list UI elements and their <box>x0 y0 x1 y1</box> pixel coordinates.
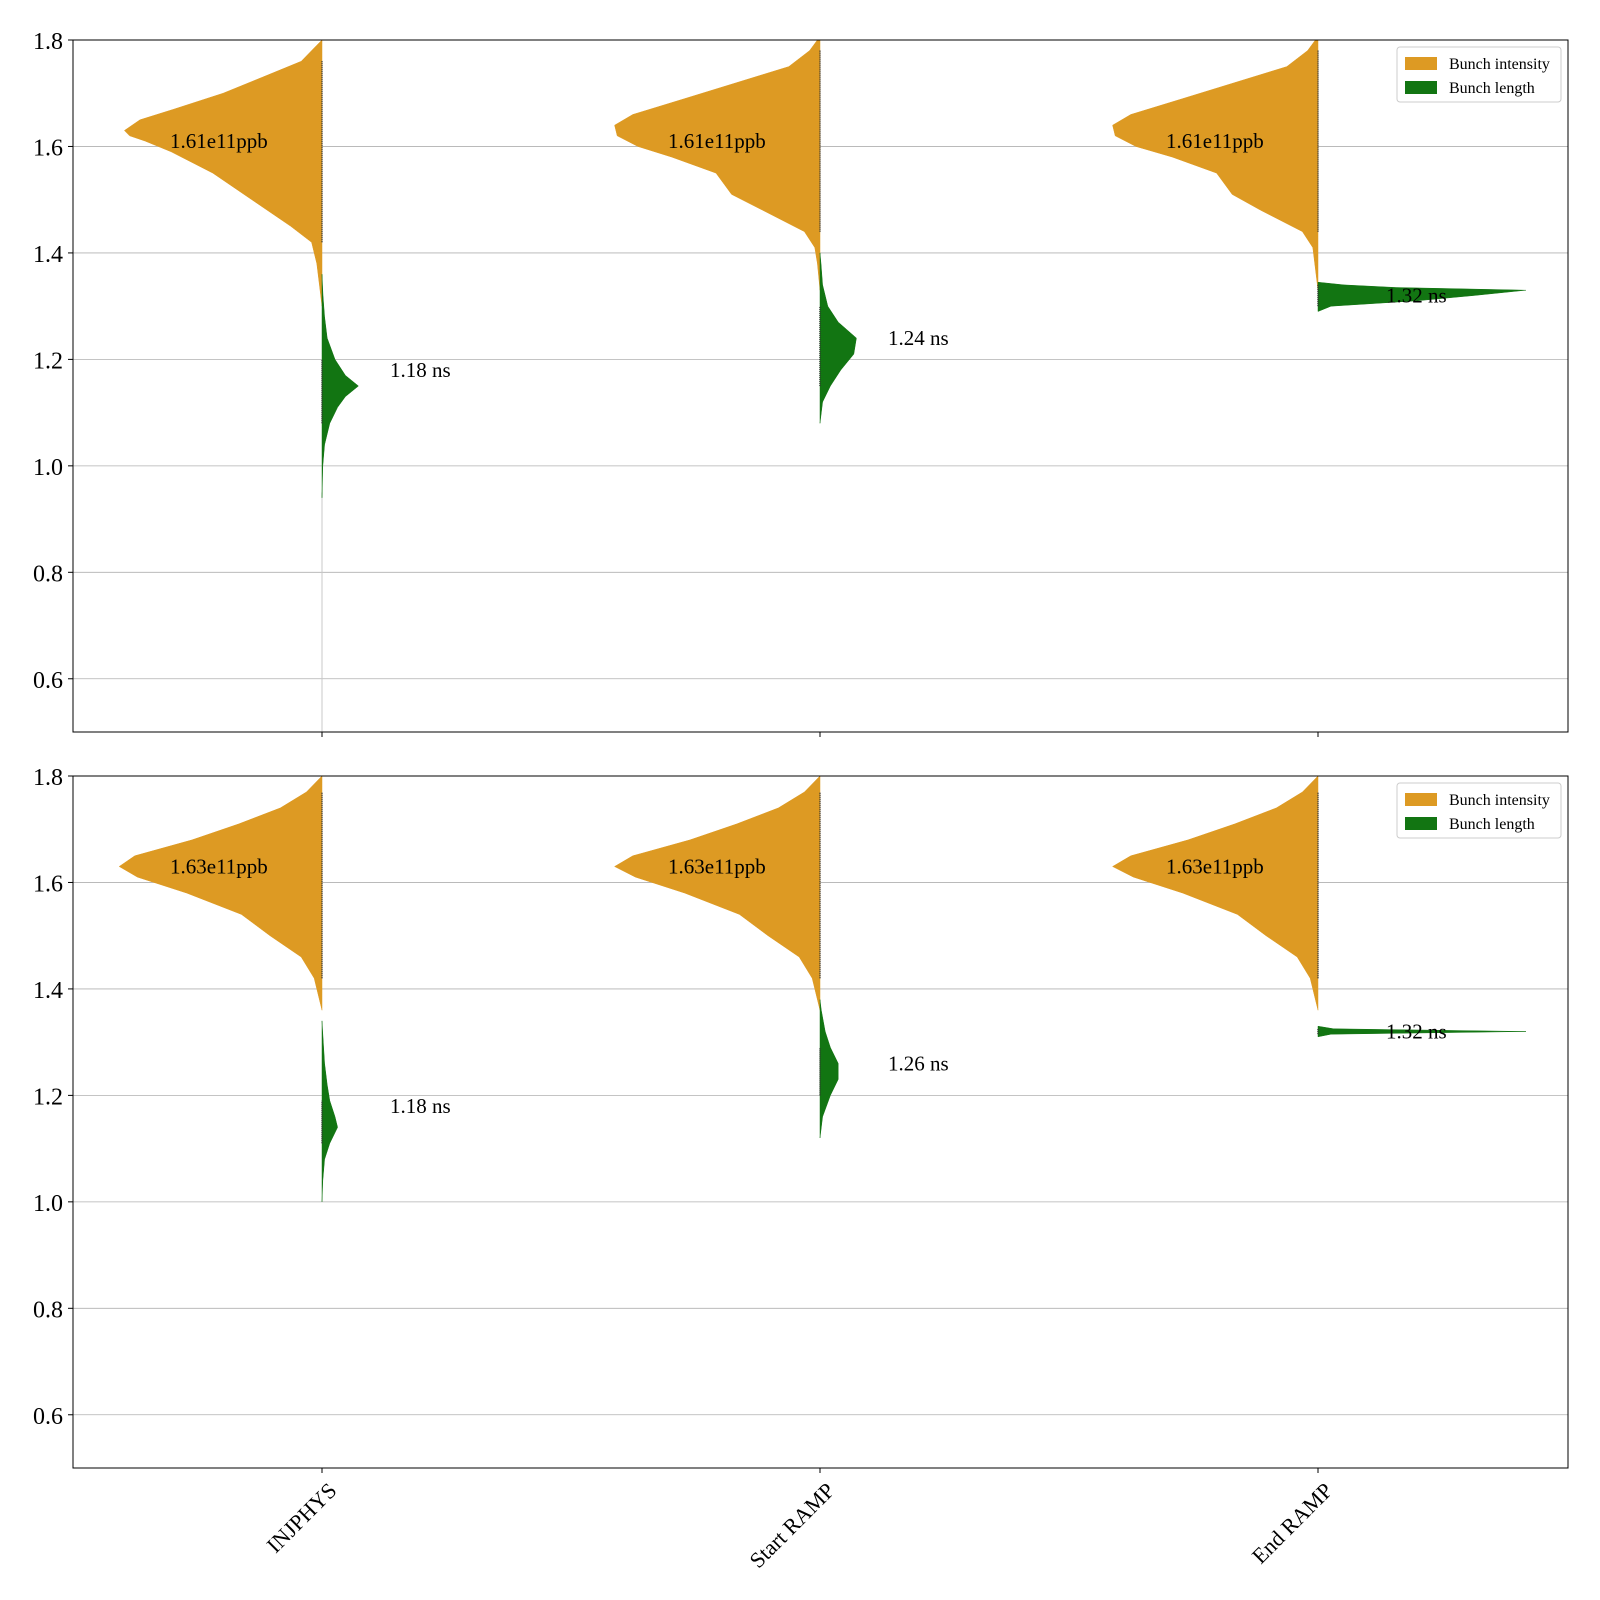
intensity-median-label: 1.63e11ppb <box>1166 854 1264 878</box>
y-tick-label: 1.8 <box>33 29 63 55</box>
length-violin-1 <box>321 1020 338 1202</box>
length-median-label: 1.32 ns <box>1386 284 1447 308</box>
legend-label: Bunch length <box>1449 816 1535 833</box>
y-tick-label: 1.6 <box>33 135 63 161</box>
length-violin-3 <box>1317 281 1527 312</box>
y-tick-label: 0.8 <box>33 1297 63 1323</box>
y-tick-label: 0.6 <box>33 668 63 694</box>
length-median-label: 1.26 ns <box>888 1051 949 1075</box>
intensity-violin-1 <box>118 775 323 1011</box>
legend-swatch <box>1405 81 1437 94</box>
y-tick-label: 1.4 <box>33 242 63 268</box>
chart-panel-2: 0.6 0.8 1.0 1.2 1.4 1.6 1.8 1.63e11ppb 1.63e11pp… <box>33 765 1569 1573</box>
legend-label: Bunch intensity <box>1449 792 1550 809</box>
intensity-violin-3 <box>1112 775 1319 1011</box>
intensity-violin-2 <box>614 39 821 291</box>
intensity-violin-3 <box>1112 39 1319 291</box>
length-violin-2 <box>819 252 857 424</box>
x-category-label: INJPHYS <box>262 1478 342 1558</box>
length-violin-1 <box>321 274 359 498</box>
legend-label: Bunch intensity <box>1449 56 1550 73</box>
intensity-violin-1 <box>124 39 323 307</box>
legend-frame <box>1396 46 1562 103</box>
legend-frame <box>1396 782 1562 839</box>
legend-swatch <box>1405 817 1437 830</box>
y-tick-label: 1.2 <box>33 348 63 374</box>
y-tick-label: 1.8 <box>33 765 63 791</box>
y-tick-label: 0.8 <box>33 561 63 587</box>
intensity-median-label: 1.61e11ppb <box>1166 129 1264 153</box>
intensity-median-label: 1.61e11ppb <box>170 129 268 153</box>
x-category-label: Start RAMP <box>744 1478 839 1573</box>
y-tick-label: 1.4 <box>33 978 63 1004</box>
length-median-label: 1.18 ns <box>390 1094 451 1118</box>
y-tick-label: 1.6 <box>33 871 63 897</box>
x-category-label: End RAMP <box>1247 1478 1338 1569</box>
intensity-median-label: 1.63e11ppb <box>668 854 766 878</box>
y-tick-label: 1.0 <box>33 1191 63 1217</box>
intensity-violin-2 <box>614 775 821 1011</box>
intensity-median-label: 1.61e11ppb <box>668 129 766 153</box>
legend: Bunch intensity Bunch length <box>1396 46 1562 103</box>
y-tick-label: 1.2 <box>33 1084 63 1110</box>
length-violin-2 <box>819 999 839 1139</box>
legend-swatch <box>1405 793 1437 806</box>
legend: Bunch intensity Bunch length <box>1396 782 1562 839</box>
intensity-median-label: 1.63e11ppb <box>170 854 268 878</box>
length-median-label: 1.18 ns <box>390 358 451 382</box>
legend-swatch <box>1405 57 1437 70</box>
y-tick-label: 0.6 <box>33 1404 63 1430</box>
length-median-label: 1.24 ns <box>888 326 949 350</box>
legend-label: Bunch length <box>1449 80 1535 97</box>
chart-panel-1: 0.6 0.8 1.0 1.2 1.4 1.6 1.8 1.61e11ppb 1.61e11pp… <box>33 29 1569 737</box>
length-median-label: 1.32 ns <box>1386 1020 1447 1044</box>
y-tick-label: 1.0 <box>33 455 63 481</box>
